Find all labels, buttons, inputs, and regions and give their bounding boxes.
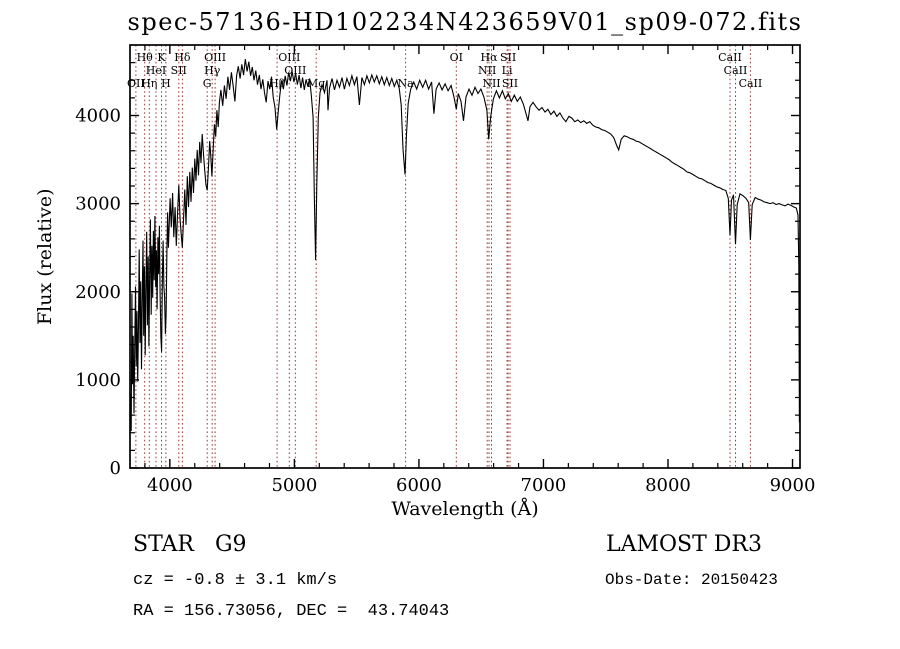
x-tick-label: 4000 [147,475,193,496]
spectral-line-label: CaII [739,77,763,90]
survey-name-text: LAMOST DR3 [606,532,762,557]
spectral-line-label: Hθ [137,51,154,64]
y-tick-label: 2000 [75,282,121,303]
coordinates-text: RA = 156.73056, DEC = 43.74043 [133,602,450,621]
spectral-line-label: Mg [307,77,325,90]
spectrum-line [130,59,800,432]
spectral-line-label: CaII [718,51,742,64]
spectral-line-label: Hβ [269,77,285,90]
plot-title: spec-57136-HD102234N423659V01_sp09-072.f… [127,8,803,36]
y-tick-label: 3000 [75,194,121,215]
spectral-line-label: OI [450,51,463,64]
spectral-line-label: SII [500,51,516,64]
y-tick-label: 0 [110,458,121,479]
spectral-line-label: Li [502,64,513,77]
x-axis-label: Wavelength (Å) [391,498,539,520]
spectral-line-label: NII [482,77,500,90]
spectral-line-label: NII [478,64,496,77]
spectral-line-label: K [157,51,166,64]
x-tick-label: 6000 [396,475,442,496]
y-tick-label: 1000 [75,370,121,391]
x-tick-label: 7000 [521,475,567,496]
spectral-line-label: Hγ [204,64,221,77]
spectral-line-label: CaII [724,64,748,77]
x-tick-label: 8000 [645,475,691,496]
spectral-line-label: Hδ [174,51,191,64]
object-class-text: STAR G9 [133,532,247,557]
spectral-line-label: H [161,77,171,90]
obs-date-text: Obs-Date: 20150423 [605,571,778,589]
spectral-line-label: OIII [278,51,300,64]
spectral-line-label: OIII [204,51,226,64]
spectral-line-label: HeI [146,64,166,77]
redshift-text: cz = -0.8 ± 3.1 km/s [133,571,338,590]
spectral-line-label: SII [502,77,518,90]
x-tick-label: 5000 [271,475,317,496]
spectral-line-label: Hη [141,77,157,90]
spectral-line-label: G [203,77,212,90]
spectral-line-label: Hα [480,51,498,64]
x-tick-label: 9000 [770,475,816,496]
spectral-line-label: OIII [284,64,306,77]
spectral-line-label: Na [398,77,415,90]
spectral-line-label: SII [171,64,187,77]
y-tick-label: 4000 [75,106,121,127]
